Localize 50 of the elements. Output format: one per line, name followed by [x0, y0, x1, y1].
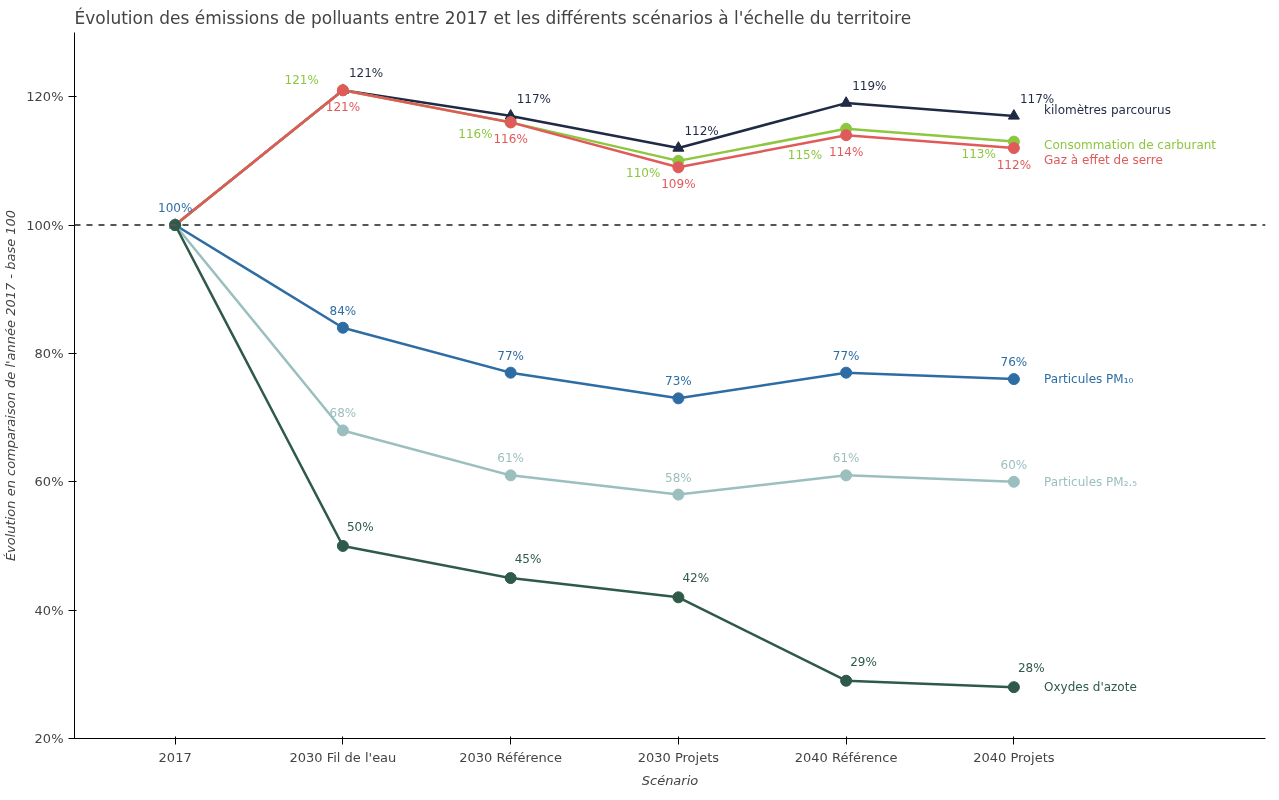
data-label: 109% — [661, 177, 696, 192]
data-label: 121% — [348, 66, 384, 81]
data-label: 100% — [157, 201, 193, 216]
data-label: 84% — [329, 303, 357, 318]
data-label: 112% — [684, 124, 719, 139]
data-label: 121% — [284, 73, 319, 88]
text: Consommation de carburant — [1044, 137, 1217, 152]
data-label: 61% — [832, 451, 860, 466]
x-tick-label: 2030 Fil de l'eau — [289, 749, 397, 765]
data-label: 77% — [497, 348, 524, 363]
data-label: 113% — [961, 146, 996, 161]
data-label: 77% — [832, 348, 860, 363]
data-label: 73% — [665, 374, 692, 389]
x-tick-label: 2040 Référence — [794, 749, 898, 765]
data-label: 28% — [1017, 661, 1045, 676]
data-label: 110% — [626, 165, 661, 180]
data-label: 112% — [996, 158, 1032, 173]
text: Particules PM₁₀ — [1044, 372, 1134, 387]
data-label: 116% — [493, 132, 528, 147]
y-tick-label: 60% — [34, 474, 64, 490]
chart-title: Évolution des émissions de polluants entre 2017 et les différents scénarios à l'échelle du territoire — [74, 6, 912, 28]
data-label: 115% — [787, 147, 823, 162]
x-tick-label: 2017 — [158, 749, 192, 765]
data-label: 117% — [516, 91, 551, 106]
data-label: 68% — [329, 406, 357, 421]
y-tick-label: 120% — [26, 89, 64, 105]
data-label: 58% — [665, 470, 692, 485]
data-label: 119% — [852, 79, 887, 94]
text: Particules PM₂.₅ — [1044, 474, 1138, 489]
data-label: 116% — [458, 127, 493, 142]
x-tick-label: 2030 Projets — [637, 749, 720, 765]
y-axis-title: Évolution en comparaison de l'année 2017 - base 100 — [3, 209, 19, 562]
data-label: 61% — [497, 451, 524, 466]
text: Gaz à effet de serre — [1044, 153, 1163, 168]
y-tick-label: 100% — [26, 217, 64, 233]
data-label: 114% — [828, 145, 864, 160]
x-tick-label: 2040 Projets — [973, 749, 1055, 765]
y-tick-label: 20% — [34, 731, 64, 746]
y-tick-label: 40% — [34, 602, 64, 618]
data-label: 50% — [346, 519, 374, 534]
data-label: 121% — [325, 100, 361, 115]
text: Oxydes d'azote — [1044, 680, 1137, 695]
data-label: 42% — [682, 571, 710, 586]
data-label: 60% — [1000, 457, 1028, 472]
x-axis-title: Scénario — [641, 772, 699, 788]
data-label: 29% — [850, 654, 877, 669]
data-label: 76% — [1000, 355, 1028, 370]
y-tick-label: 80% — [34, 345, 64, 361]
x-tick-label: 2030 Référence — [459, 749, 562, 765]
data-label: 45% — [514, 552, 542, 567]
